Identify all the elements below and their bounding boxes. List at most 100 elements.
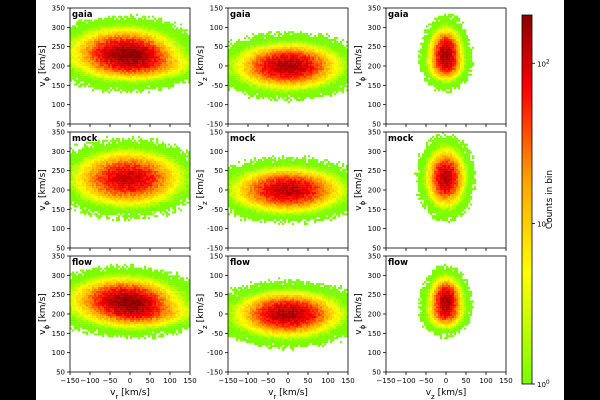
heatmap-bin <box>470 69 473 72</box>
heatmap-bin <box>252 89 255 92</box>
heatmap-bin <box>270 58 273 61</box>
heatmap-bin <box>290 56 293 59</box>
heatmap-bin <box>436 73 439 76</box>
heatmap-bin <box>266 48 269 51</box>
heatmap-bin <box>160 44 163 47</box>
heatmap-bin <box>452 83 455 86</box>
heatmap-bin <box>124 50 127 53</box>
heatmap-bin <box>298 33 301 36</box>
heatmap-bin <box>134 19 137 22</box>
heatmap-bin <box>278 95 281 98</box>
heatmap-bin <box>338 87 341 90</box>
heatmap-bin <box>142 15 145 18</box>
heatmap-bin <box>290 38 293 42</box>
heatmap-bin <box>310 56 313 59</box>
heatmap-bin <box>116 67 119 71</box>
heatmap-bin <box>258 56 261 59</box>
heatmap-bin <box>288 35 291 38</box>
heatmap-bin <box>246 87 249 90</box>
heatmap-bin <box>130 75 133 78</box>
heatmap-bin <box>74 155 77 158</box>
heatmap-bin <box>440 83 443 86</box>
heatmap-bin <box>438 38 441 42</box>
heatmap-bin <box>78 164 81 167</box>
heatmap-bin <box>328 83 331 86</box>
heatmap-bin <box>186 40 189 43</box>
heatmap-bin <box>162 66 165 69</box>
heatmap-bin <box>464 79 467 82</box>
heatmap-bin <box>160 64 163 67</box>
heatmap-bin <box>450 64 453 67</box>
heatmap-bin <box>104 85 107 88</box>
heatmap-bin <box>76 191 79 195</box>
heatmap-bin <box>138 23 141 26</box>
heatmap-bin <box>100 40 103 43</box>
heatmap-bin <box>250 62 253 65</box>
heatmap-bin <box>146 23 149 26</box>
heatmap-bin <box>144 17 147 20</box>
heatmap-bin <box>72 37 75 40</box>
heatmap-bin <box>90 37 93 40</box>
heatmap-bin <box>294 77 297 80</box>
heatmap-bin <box>434 71 437 74</box>
heatmap-bin <box>460 38 463 42</box>
heatmap-bin <box>446 40 449 43</box>
heatmap-bin <box>148 46 151 49</box>
heatmap-bin <box>448 56 451 59</box>
heatmap-bin <box>466 38 469 42</box>
heatmap-bin <box>276 85 279 88</box>
heatmap-bin <box>130 13 133 16</box>
heatmap-bin <box>102 37 105 40</box>
heatmap-bin <box>100 46 103 49</box>
heatmap-bin <box>162 58 165 61</box>
heatmap-bin <box>310 87 313 90</box>
heatmap-bin <box>450 69 453 72</box>
heatmap-bin <box>240 46 243 49</box>
heatmap-bin <box>248 42 251 45</box>
heatmap-bin <box>168 46 171 49</box>
heatmap-bin <box>150 60 153 63</box>
heatmap-bin <box>286 35 289 38</box>
heatmap-bin <box>94 77 97 80</box>
heatmap-bin <box>232 73 235 76</box>
heatmap-bin <box>82 58 85 61</box>
heatmap-bin <box>80 184 83 187</box>
heatmap-bin <box>286 77 289 80</box>
heatmap-bin <box>272 96 275 100</box>
heatmap-bin <box>310 69 313 72</box>
heatmap-bin <box>142 79 145 82</box>
heatmap-bin <box>116 23 119 26</box>
heatmap-bin <box>258 52 261 55</box>
heatmap-bin <box>108 85 111 88</box>
heatmap-bin <box>152 37 155 40</box>
heatmap-bin <box>262 46 265 49</box>
heatmap-bin <box>250 54 253 57</box>
heatmap-bin <box>158 23 161 26</box>
heatmap-bin <box>302 50 305 53</box>
heatmap-bin <box>278 81 281 84</box>
heatmap-bin <box>320 81 323 84</box>
heatmap-bin <box>122 79 125 82</box>
heatmap-bin <box>436 23 439 26</box>
heatmap-bin <box>292 91 295 94</box>
heatmap-bin <box>430 75 433 78</box>
heatmap-bin <box>456 29 459 32</box>
heatmap-bin <box>446 37 449 40</box>
heatmap-bin <box>292 66 295 69</box>
heatmap-bin <box>454 62 457 65</box>
heatmap-bin <box>330 44 333 47</box>
heatmap-bin <box>108 21 111 24</box>
heatmap-bin <box>100 81 103 84</box>
heatmap-bin <box>74 77 77 80</box>
heatmap-bin <box>326 85 329 88</box>
heatmap-bin <box>164 40 167 43</box>
heatmap-bin <box>450 66 453 69</box>
heatmap-bin <box>232 46 235 49</box>
heatmap-bin <box>308 73 311 76</box>
heatmap-bin <box>318 58 321 61</box>
heatmap-bin <box>180 69 183 72</box>
heatmap-bin <box>464 35 467 38</box>
heatmap-bin <box>146 77 149 80</box>
heatmap-bin <box>334 89 337 92</box>
heatmap-bin <box>180 29 183 32</box>
